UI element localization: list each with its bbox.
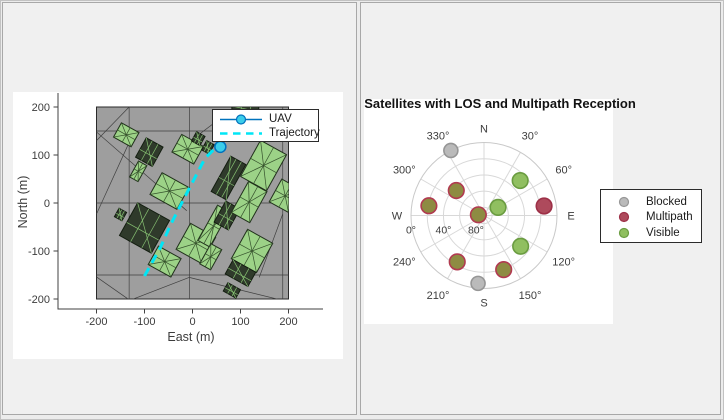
building-green xyxy=(112,122,140,148)
multipath-legend-marker xyxy=(618,212,630,223)
azimuth-label: E xyxy=(567,210,574,222)
elevation-ring xyxy=(459,190,509,241)
building-green xyxy=(147,245,182,278)
right-panel: N 30° 60° E 120° 150° S 210° 240° W 300° 330° 0° 40° 8… xyxy=(360,2,721,415)
uav-marker[interactable] xyxy=(214,140,227,154)
satellite-marker-visible[interactable] xyxy=(512,237,530,255)
trajectory-legend-swatch xyxy=(220,131,262,135)
building-green xyxy=(149,171,190,211)
y-axis-label: North (m) xyxy=(16,175,30,229)
visible-legend-marker xyxy=(618,227,630,238)
building-dark xyxy=(222,281,242,299)
legend-label: Visible xyxy=(646,226,680,239)
terrain-mesh-line xyxy=(132,277,190,299)
azimuth-label: 30° xyxy=(522,131,539,143)
terrain-mesh-line xyxy=(96,107,130,141)
x-axis-label: East (m) xyxy=(167,330,215,344)
satellite-marker-multipath-visible[interactable] xyxy=(420,197,438,215)
uav-legend-swatch xyxy=(220,113,262,125)
terrain-mesh-line xyxy=(96,276,129,299)
azimuth-label: 60° xyxy=(555,164,572,176)
y-tick-label: -200 xyxy=(28,294,50,306)
y-tick-label: -100 xyxy=(28,246,50,258)
map-legend-item-trajectory[interactable]: Trajectory xyxy=(217,126,320,140)
x-tick-label: -100 xyxy=(133,316,155,328)
satellite-marker-multipath-visible[interactable] xyxy=(447,181,465,200)
x-tick-label: 0 xyxy=(189,316,195,328)
axes-spines xyxy=(57,93,323,310)
trajectory-line[interactable] xyxy=(143,145,221,277)
elevation-label: 40° xyxy=(435,225,451,237)
azimuth-label: N xyxy=(480,123,488,135)
building-dark xyxy=(190,131,206,147)
legend-label: UAV xyxy=(269,113,292,125)
building-green xyxy=(230,228,274,274)
azimuth-label: 330° xyxy=(427,131,450,143)
y-tick-label: 0 xyxy=(44,198,50,210)
map-legend[interactable]: UAV Trajectory xyxy=(212,109,320,142)
x-tick-label: 200 xyxy=(279,316,297,328)
building-dark xyxy=(224,258,257,288)
elevation-label: 80° xyxy=(468,225,484,237)
satellite-marker-multipath-visible[interactable] xyxy=(469,206,487,224)
building-dark xyxy=(118,202,171,254)
satellite-marker-multipath-visible[interactable] xyxy=(495,261,513,279)
azimuth-label: 150° xyxy=(519,290,542,302)
building-dark xyxy=(210,155,247,201)
satellite-marker-blocked[interactable] xyxy=(470,275,486,292)
building-green xyxy=(128,160,148,183)
azimuth-label: S xyxy=(480,297,487,309)
building-green xyxy=(230,180,268,224)
skyplot-title: Satellites with LOS and Multipath Recept… xyxy=(364,96,636,111)
skyplot-canvas[interactable]: N 30° 60° E 120° 150° S 210° 240° W 300° 330° 0° 40° 8… xyxy=(361,3,721,415)
blocked-legend-marker xyxy=(618,196,630,207)
legend-label: Multipath xyxy=(646,211,693,224)
elevation-ring xyxy=(410,142,558,289)
building-green xyxy=(268,178,289,214)
map-legend-item-uav[interactable]: UAV xyxy=(217,112,318,126)
map-axes[interactable]: -200 -100 0 100 200 -200 -100 0 100 200 East (m) … xyxy=(13,92,343,359)
building-dark xyxy=(134,137,164,168)
left-panel: -200 -100 0 100 200 -200 -100 0 100 200 East (m) … xyxy=(2,2,357,415)
x-tick-label: 100 xyxy=(231,316,249,328)
azimuth-label: W xyxy=(392,210,403,222)
sky-legend-item-blocked[interactable]: Blocked xyxy=(611,194,701,210)
satellite-marker-blocked[interactable] xyxy=(443,142,459,159)
azimuth-label: 240° xyxy=(393,256,416,268)
y-tick-label: 100 xyxy=(32,150,50,162)
skyplot-spoke xyxy=(483,215,521,279)
building-green xyxy=(199,242,223,271)
x-tick-label: -200 xyxy=(85,316,107,328)
legend-label: Trajectory xyxy=(269,127,320,139)
skyplot-spoke xyxy=(447,152,485,216)
azimuth-label: 210° xyxy=(427,290,450,302)
legend-label: Blocked xyxy=(646,195,687,208)
elevation-ring xyxy=(442,174,526,257)
satellite-marker-multipath[interactable] xyxy=(535,197,553,215)
terrain-mesh-line xyxy=(96,142,130,215)
azimuth-label: 120° xyxy=(552,256,575,268)
skyplot-spoke xyxy=(483,215,548,253)
building-dark xyxy=(200,139,215,155)
building-green xyxy=(239,139,288,192)
skyplot-legend[interactable]: Blocked Multipath Visible xyxy=(600,189,702,243)
elevation-ring xyxy=(426,158,542,273)
y-tick-label: 200 xyxy=(32,102,50,114)
building-dark xyxy=(113,207,128,222)
azimuth-label: 300° xyxy=(393,164,416,176)
sky-legend-item-multipath[interactable]: Multipath xyxy=(611,210,701,226)
skyplot-background xyxy=(364,99,613,324)
satellite-marker-visible[interactable] xyxy=(511,171,529,190)
sky-legend-item-visible[interactable]: Visible xyxy=(611,225,701,241)
satellite-marker-multipath-visible[interactable] xyxy=(448,253,466,271)
satellite-marker-visible[interactable] xyxy=(489,198,507,216)
elevation-label: 0° xyxy=(406,225,416,237)
